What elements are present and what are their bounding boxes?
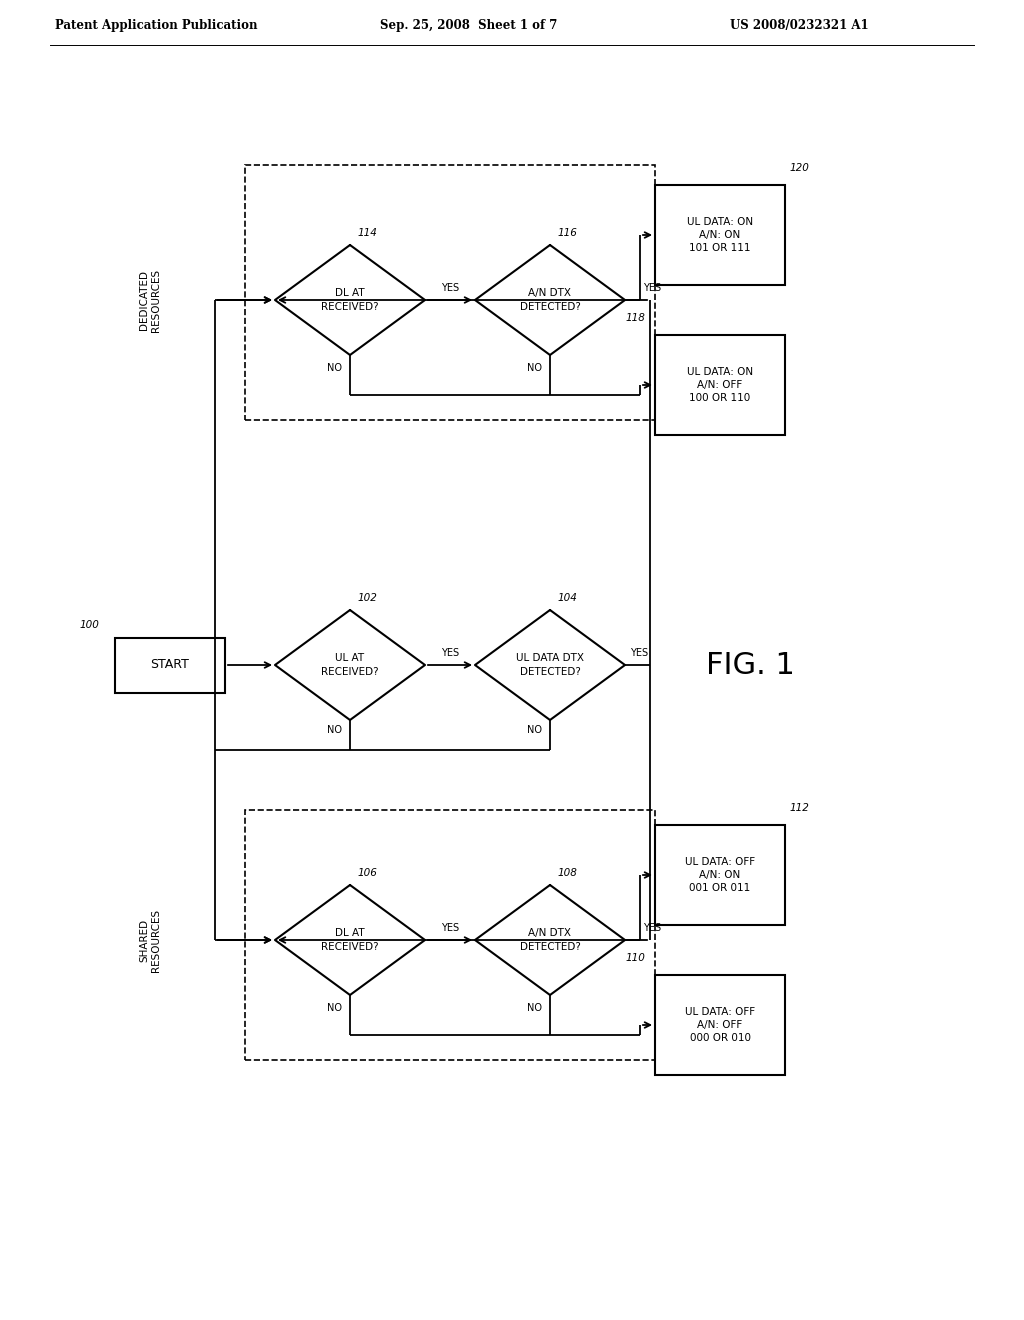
Text: YES: YES [630, 648, 648, 657]
Text: 114: 114 [358, 228, 378, 238]
Text: YES: YES [643, 282, 662, 293]
Text: US 2008/0232321 A1: US 2008/0232321 A1 [730, 18, 868, 32]
Bar [655, 975, 785, 1074]
Bar [655, 335, 785, 436]
Bar [245, 165, 655, 420]
Text: NO: NO [527, 363, 542, 374]
Text: FIG. 1: FIG. 1 [706, 651, 795, 680]
Text: YES: YES [441, 282, 459, 293]
Text: Sep. 25, 2008  Sheet 1 of 7: Sep. 25, 2008 Sheet 1 of 7 [380, 18, 557, 32]
Text: UL DATA: ON
A/N: OFF
100 OR 110: UL DATA: ON A/N: OFF 100 OR 110 [687, 367, 753, 403]
Text: NO: NO [327, 725, 342, 735]
Text: NO: NO [327, 1003, 342, 1012]
Text: 116: 116 [558, 228, 578, 238]
Text: 110: 110 [625, 953, 645, 964]
Text: 102: 102 [358, 593, 378, 603]
Text: YES: YES [441, 923, 459, 933]
Bar [115, 638, 225, 693]
Text: 120: 120 [790, 162, 810, 173]
Text: A/N DTX
DETECTED?: A/N DTX DETECTED? [519, 288, 581, 312]
Text: DL AT
RECEIVED?: DL AT RECEIVED? [322, 928, 379, 952]
Text: NO: NO [327, 363, 342, 374]
Text: UL AT
RECEIVED?: UL AT RECEIVED? [322, 653, 379, 677]
Text: 108: 108 [558, 869, 578, 878]
Text: Patent Application Publication: Patent Application Publication [55, 18, 257, 32]
Text: 106: 106 [358, 869, 378, 878]
Bar [655, 185, 785, 285]
Text: UL DATA: OFF
A/N: ON
001 OR 011: UL DATA: OFF A/N: ON 001 OR 011 [685, 857, 755, 894]
Text: NO: NO [527, 725, 542, 735]
Text: DEDICATED
RESOURCES: DEDICATED RESOURCES [139, 268, 161, 331]
Text: 104: 104 [558, 593, 578, 603]
Text: 100: 100 [80, 619, 100, 630]
Text: DL AT
RECEIVED?: DL AT RECEIVED? [322, 288, 379, 312]
Text: UL DATA: OFF
A/N: OFF
000 OR 010: UL DATA: OFF A/N: OFF 000 OR 010 [685, 1007, 755, 1043]
Bar [655, 825, 785, 925]
Bar [245, 810, 655, 1060]
Text: UL DATA: ON
A/N: ON
101 OR 111: UL DATA: ON A/N: ON 101 OR 111 [687, 216, 753, 253]
Text: 112: 112 [790, 803, 810, 813]
Text: YES: YES [441, 648, 459, 657]
Text: 118: 118 [625, 313, 645, 323]
Text: A/N DTX
DETECTED?: A/N DTX DETECTED? [519, 928, 581, 952]
Text: YES: YES [643, 923, 662, 933]
Text: NO: NO [527, 1003, 542, 1012]
Text: START: START [151, 659, 189, 672]
Text: SHARED
RESOURCES: SHARED RESOURCES [139, 908, 161, 972]
Text: UL DATA DTX
DETECTED?: UL DATA DTX DETECTED? [516, 653, 584, 677]
